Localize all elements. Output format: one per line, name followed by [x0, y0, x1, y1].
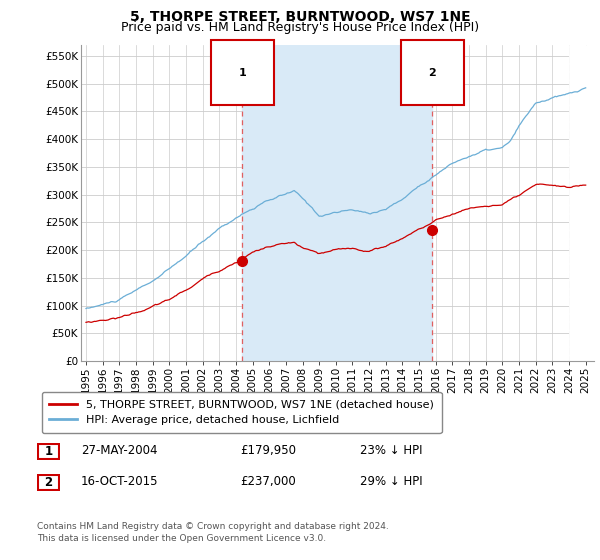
Legend: 5, THORPE STREET, BURNTWOOD, WS7 1NE (detached house), HPI: Average price, detac: 5, THORPE STREET, BURNTWOOD, WS7 1NE (de… [41, 392, 442, 433]
Text: 2: 2 [44, 475, 53, 489]
Text: 16-OCT-2015: 16-OCT-2015 [81, 475, 158, 488]
Text: 1: 1 [44, 445, 53, 458]
Bar [242, 45, 432, 361]
Text: 1: 1 [238, 68, 246, 77]
Text: £237,000: £237,000 [240, 475, 296, 488]
Bar [569, 45, 594, 361]
FancyBboxPatch shape [38, 444, 59, 459]
Text: 2: 2 [428, 68, 436, 77]
Text: 5, THORPE STREET, BURNTWOOD, WS7 1NE: 5, THORPE STREET, BURNTWOOD, WS7 1NE [130, 10, 470, 24]
Text: £179,950: £179,950 [240, 444, 296, 458]
FancyBboxPatch shape [38, 475, 59, 489]
Text: Contains HM Land Registry data © Crown copyright and database right 2024.
This d: Contains HM Land Registry data © Crown c… [37, 522, 389, 543]
Text: 29% ↓ HPI: 29% ↓ HPI [360, 475, 422, 488]
Text: 27-MAY-2004: 27-MAY-2004 [81, 444, 157, 458]
Text: Price paid vs. HM Land Registry's House Price Index (HPI): Price paid vs. HM Land Registry's House … [121, 21, 479, 34]
Text: 23% ↓ HPI: 23% ↓ HPI [360, 444, 422, 458]
